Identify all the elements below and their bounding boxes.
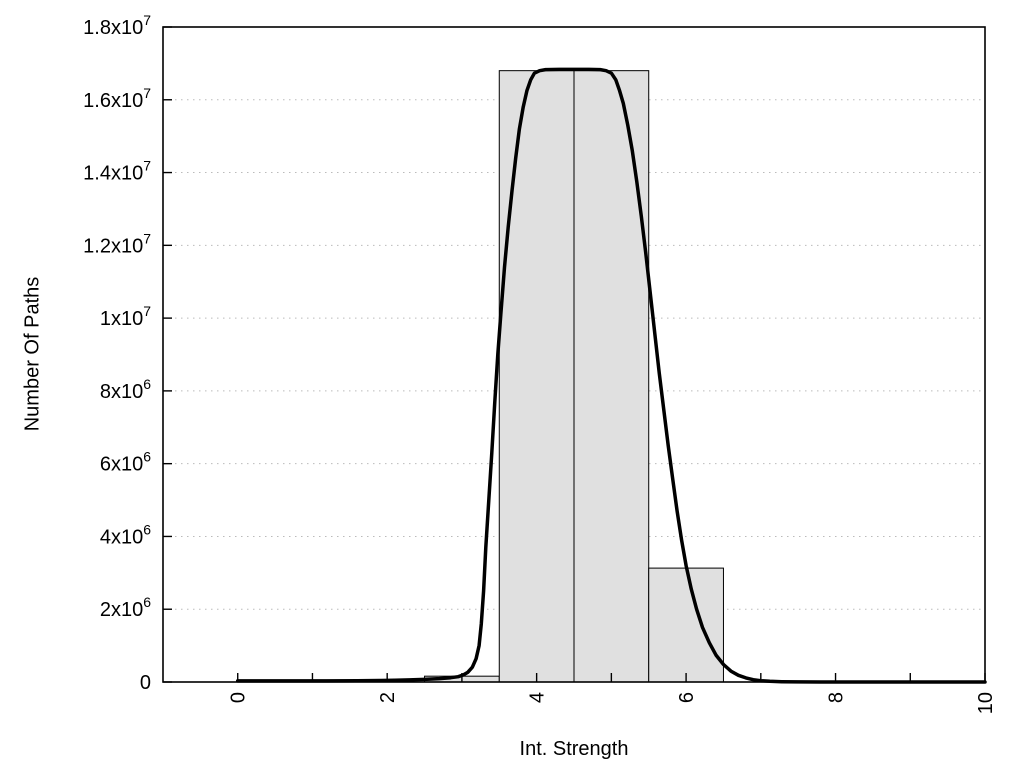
histogram-bar [648,567,724,683]
x-tick-label: 0 [228,692,250,703]
plot-frame [162,26,986,683]
y-tick-label: 1.8x107 [83,12,151,39]
y-tick-label: 1x107 [100,303,151,330]
x-tick-label: 4 [527,692,549,703]
y-tick-label: 4x106 [100,521,151,548]
y-tick-label: 6x106 [100,449,151,476]
y-axis-title: Number Of Paths [21,276,44,432]
y-tick-label: 1.6x107 [83,85,151,112]
histogram-bar [498,70,575,683]
x-tick-label: 8 [826,692,848,703]
x-tick-label: 10 [975,692,997,714]
x-axis-title: Int. Strength [519,738,629,760]
x-tick-label: 2 [377,692,399,703]
histogram-bar [573,70,650,683]
y-tick-label: 1.4x107 [83,158,151,185]
y-tick-label: 2x106 [100,594,151,621]
y-tick-label: 8x106 [100,376,151,403]
y-tick-label: 0 [140,672,151,694]
x-tick-label: 6 [676,692,698,703]
y-tick-label: 1.2x107 [83,230,151,257]
distribution-curve [235,67,987,684]
